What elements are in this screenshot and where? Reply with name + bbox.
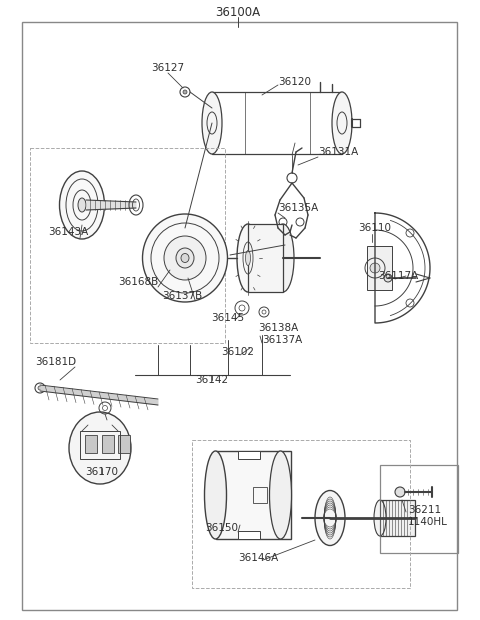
Bar (253, 487, 267, 503)
Text: 36146A: 36146A (238, 553, 278, 563)
Ellipse shape (164, 236, 206, 280)
Text: 36127: 36127 (151, 63, 185, 73)
Text: 36138A: 36138A (258, 323, 298, 333)
Ellipse shape (245, 250, 251, 265)
Text: 36102: 36102 (221, 347, 254, 357)
Bar (238, 451, 260, 459)
Bar (248, 224, 283, 292)
Text: 36170: 36170 (85, 467, 119, 477)
Text: 36135A: 36135A (278, 203, 318, 213)
Bar (380, 500, 415, 536)
Ellipse shape (202, 92, 222, 154)
Text: 36145: 36145 (211, 313, 245, 323)
Bar (212, 92, 342, 154)
Bar (102, 435, 114, 453)
Text: 36117A: 36117A (378, 271, 418, 281)
Bar (216, 451, 290, 539)
Text: 1140HL: 1140HL (408, 517, 448, 527)
Ellipse shape (143, 214, 228, 302)
Ellipse shape (204, 451, 227, 539)
Ellipse shape (237, 224, 259, 292)
Text: 36100A: 36100A (216, 6, 261, 19)
Bar (30, 148, 225, 343)
Text: 36211: 36211 (408, 505, 441, 515)
Text: 36143A: 36143A (48, 227, 88, 237)
Ellipse shape (332, 92, 352, 154)
Bar (192, 440, 410, 588)
Circle shape (370, 263, 380, 273)
Text: 36137A: 36137A (262, 335, 302, 345)
Ellipse shape (69, 412, 131, 484)
Ellipse shape (60, 171, 105, 239)
Text: 36168B: 36168B (118, 277, 158, 287)
Text: 36150: 36150 (205, 523, 239, 533)
Ellipse shape (269, 451, 291, 539)
Bar (367, 246, 392, 290)
Circle shape (384, 274, 392, 282)
Text: 36120: 36120 (278, 77, 311, 87)
Bar (118, 435, 130, 453)
Ellipse shape (315, 490, 345, 546)
Ellipse shape (181, 254, 189, 262)
Text: 36110: 36110 (358, 223, 391, 233)
Ellipse shape (176, 248, 194, 268)
Bar (80, 431, 120, 459)
Text: 36131A: 36131A (318, 147, 358, 157)
Bar (238, 531, 260, 539)
Bar (85, 435, 97, 453)
Text: 36181D: 36181D (36, 357, 77, 367)
Ellipse shape (374, 500, 386, 536)
Text: 36142: 36142 (195, 375, 228, 385)
Ellipse shape (272, 224, 294, 292)
Bar (380, 465, 458, 553)
Ellipse shape (78, 198, 86, 212)
Text: 36137B: 36137B (162, 291, 202, 301)
Circle shape (395, 487, 405, 497)
Circle shape (183, 90, 187, 94)
Circle shape (38, 386, 42, 390)
